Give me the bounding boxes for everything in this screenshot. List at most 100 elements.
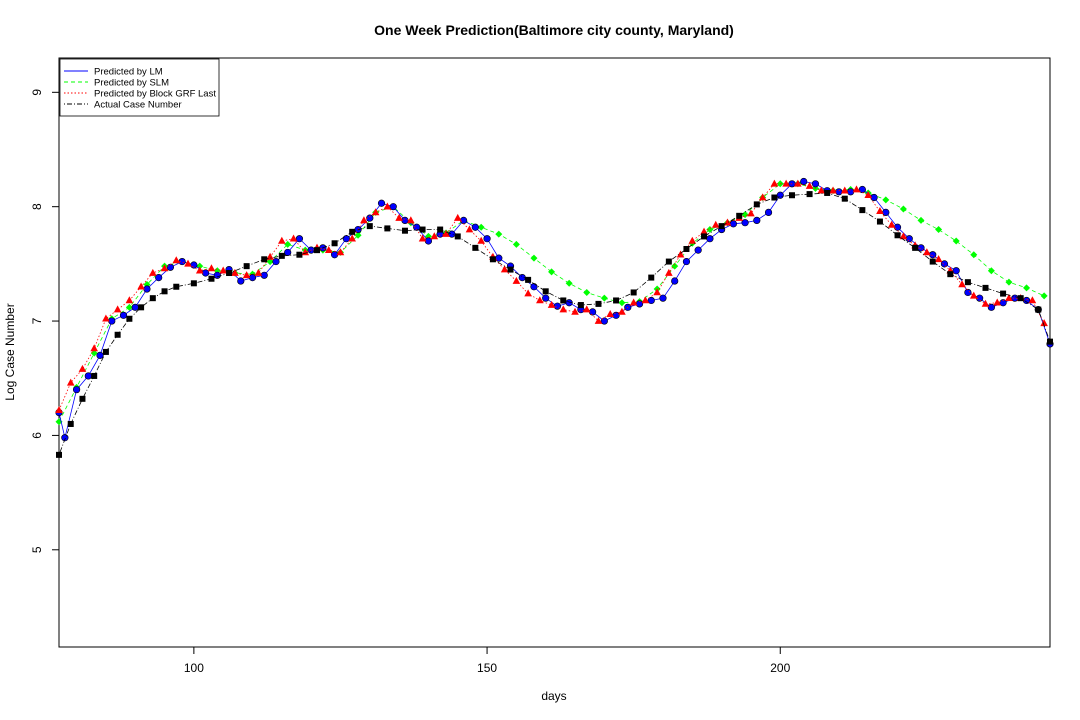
data-point xyxy=(613,297,620,304)
data-point xyxy=(876,207,884,215)
data-point xyxy=(424,237,433,245)
series-line xyxy=(58,181,1051,438)
series-actual-case-number xyxy=(56,189,1053,458)
data-point xyxy=(981,299,990,307)
data-point xyxy=(771,194,778,201)
data-point xyxy=(806,191,813,198)
data-point xyxy=(964,279,971,286)
data-point xyxy=(776,191,784,199)
data-point xyxy=(1040,292,1048,300)
data-point xyxy=(254,268,263,276)
data-point xyxy=(1005,293,1013,301)
y-tick-label: 5 xyxy=(30,546,44,553)
data-point xyxy=(96,351,104,359)
data-point xyxy=(606,309,615,317)
data-point xyxy=(758,193,767,201)
data-point xyxy=(858,185,866,194)
data-point xyxy=(1040,319,1048,327)
data-point xyxy=(542,294,550,302)
data-point xyxy=(442,229,450,237)
data-point xyxy=(987,267,995,275)
data-point xyxy=(530,283,538,291)
plot-frame xyxy=(58,57,1051,648)
data-point xyxy=(542,288,549,295)
data-point xyxy=(278,236,286,244)
data-point xyxy=(495,230,503,238)
data-point xyxy=(102,348,109,355)
data-point xyxy=(366,223,373,230)
data-point xyxy=(289,234,298,242)
data-point xyxy=(600,294,608,302)
y-axis-label: Log Case Number xyxy=(3,303,17,400)
data-point xyxy=(701,233,708,240)
data-point xyxy=(999,299,1007,307)
data-point xyxy=(437,226,444,233)
data-point xyxy=(659,294,667,302)
data-point xyxy=(389,203,397,211)
legend-label: Predicted by LM xyxy=(94,67,163,78)
data-point xyxy=(143,285,151,293)
data-point xyxy=(1022,296,1031,305)
data-point xyxy=(418,234,427,242)
data-point xyxy=(125,296,134,304)
data-point xyxy=(314,247,321,254)
data-point xyxy=(471,223,479,231)
data-point xyxy=(342,235,350,243)
data-point xyxy=(243,263,250,270)
data-point xyxy=(453,213,462,221)
data-point xyxy=(711,220,720,228)
data-point xyxy=(852,185,861,193)
data-point xyxy=(718,223,725,230)
data-point xyxy=(560,297,567,304)
data-point xyxy=(683,245,690,252)
data-point xyxy=(958,280,966,288)
data-point xyxy=(706,226,714,234)
data-point xyxy=(477,236,486,244)
x-tick-label: 200 xyxy=(770,661,790,675)
data-point xyxy=(753,201,760,208)
data-point xyxy=(676,250,685,258)
x-axis: 100 150 200 xyxy=(184,647,791,675)
data-point xyxy=(788,192,795,199)
data-point xyxy=(184,259,192,267)
data-point xyxy=(237,277,245,285)
data-point xyxy=(67,420,74,427)
data-point xyxy=(114,331,121,338)
data-point xyxy=(618,307,626,315)
data-point xyxy=(800,177,808,186)
x-axis-label: days xyxy=(541,689,566,703)
data-point xyxy=(208,275,215,282)
data-point xyxy=(166,263,175,271)
data-point xyxy=(600,317,608,325)
data-point xyxy=(430,232,439,240)
data-point xyxy=(870,193,878,202)
data-point xyxy=(893,223,902,231)
series-line xyxy=(58,192,1051,456)
data-point xyxy=(384,225,391,232)
data-point xyxy=(465,225,474,233)
data-point xyxy=(377,199,386,207)
data-point xyxy=(665,268,673,276)
data-point xyxy=(207,264,216,272)
data-point xyxy=(483,235,491,243)
data-point xyxy=(72,386,81,394)
legend-label: Predicted by Block GRF Last xyxy=(94,89,216,100)
data-point xyxy=(700,227,708,235)
data-point xyxy=(882,208,890,216)
data-point xyxy=(213,271,221,279)
data-point xyxy=(993,298,1002,306)
data-point xyxy=(647,296,655,305)
data-point xyxy=(113,305,122,313)
data-point xyxy=(260,271,268,279)
data-point xyxy=(594,316,603,324)
series-line xyxy=(58,183,1045,422)
data-point xyxy=(770,179,779,187)
data-point xyxy=(1028,296,1037,304)
data-point xyxy=(964,288,972,297)
data-point xyxy=(917,216,925,224)
data-point xyxy=(899,205,907,213)
data-point xyxy=(78,364,87,372)
series-predicted-by-block-grf-last xyxy=(55,179,1048,414)
data-point xyxy=(706,235,714,243)
